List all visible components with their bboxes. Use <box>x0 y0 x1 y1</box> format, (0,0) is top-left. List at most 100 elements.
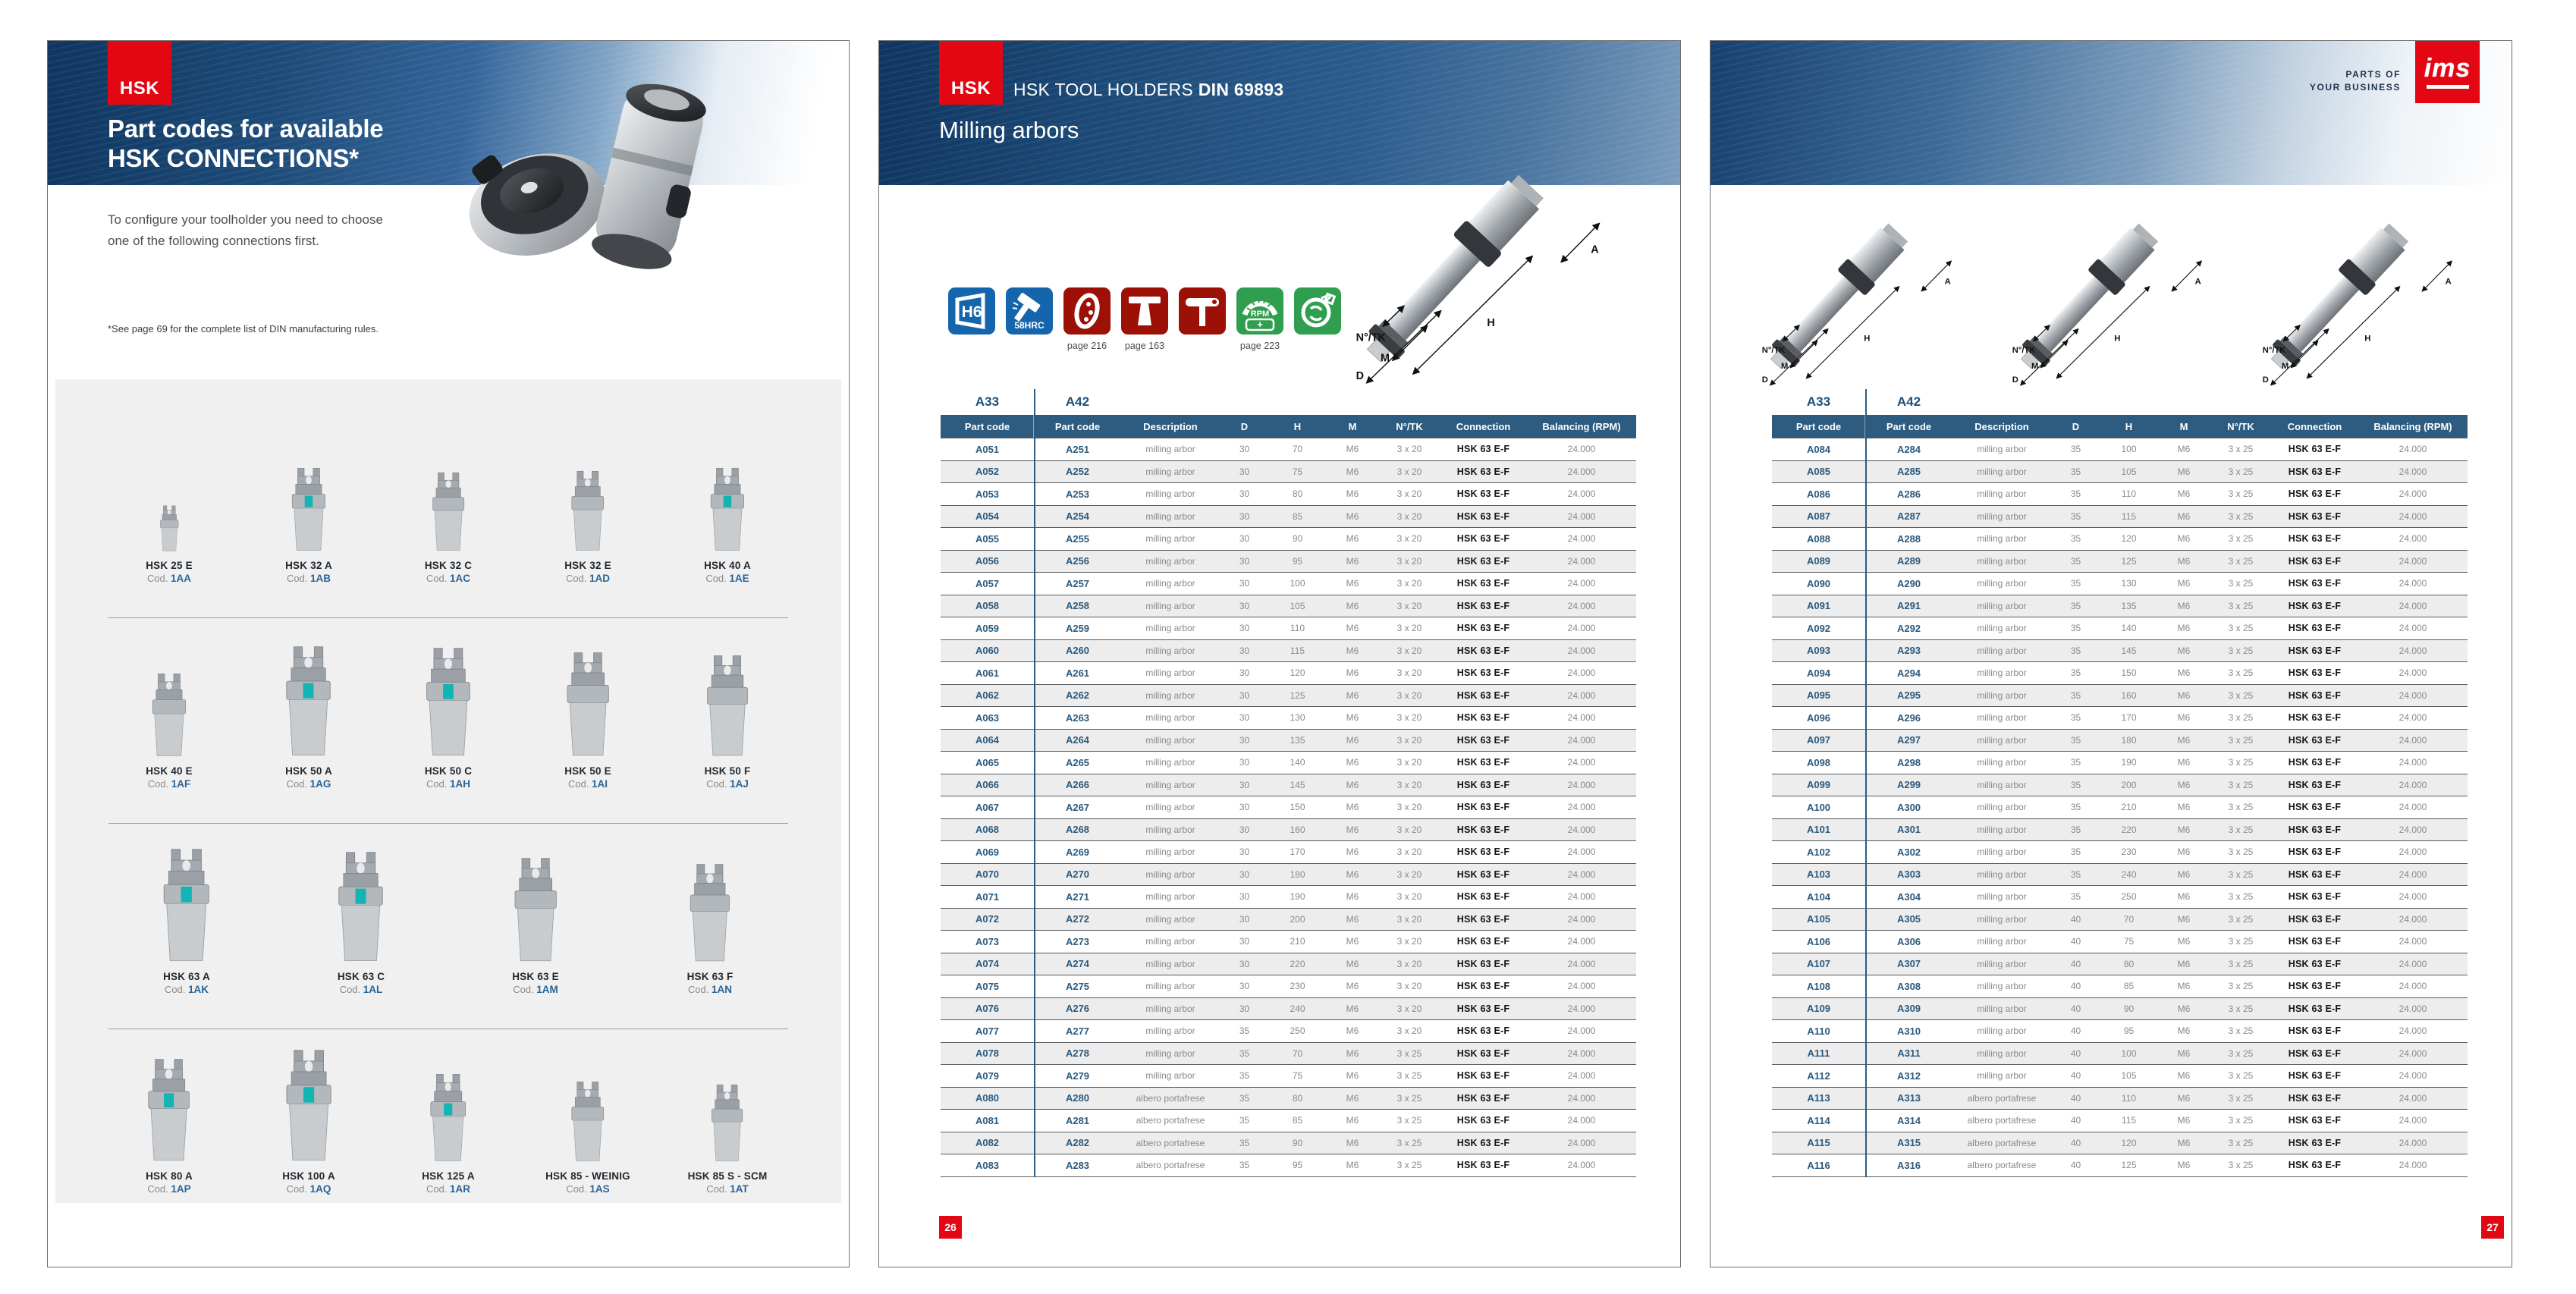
d-cell: 35 <box>2070 444 2081 455</box>
d-cell: 35 <box>2070 779 2081 790</box>
connection-cell: HSK 63 E-F <box>1456 578 1510 589</box>
page-connections: HSK Part codes for available HSK CONNECT… <box>47 40 850 1267</box>
description-cell: milling arbor <box>1145 936 1195 947</box>
dim-label-ntk: N°/TK <box>1762 346 1786 355</box>
table-row: A103 A303 milling arbor 35 240 M6 3 x 25… <box>1772 862 2468 885</box>
part-code-a33: A114 <box>1807 1114 1830 1126</box>
h6-tolerance-icon: H6 <box>948 287 995 334</box>
ntk-cell: 3 x 25 <box>2228 981 2254 992</box>
dim-label-d: D <box>2263 375 2269 385</box>
h-cell: 80 <box>2123 958 2135 969</box>
part-code-a42: A311 <box>1897 1047 1921 1060</box>
toolholder-silhouette <box>567 652 609 756</box>
toolholder-silhouette <box>286 646 331 755</box>
connection-item: HSK 50 C Cod. 1AH <box>391 647 505 823</box>
d-cell: 30 <box>1239 891 1250 903</box>
rpm-gauge-icon: RPM + <box>1236 287 1283 334</box>
h-cell: 220 <box>2121 824 2137 835</box>
table-header: Part code Part code Description D H M N°… <box>1772 415 2468 438</box>
part-code-a42: A272 <box>1065 913 1090 925</box>
h-cell: 250 <box>1290 1025 1305 1037</box>
h-cell: 180 <box>2121 734 2137 746</box>
ntk-cell: 3 x 25 <box>1396 1092 1422 1104</box>
connection-cell: HSK 63 E-F <box>1456 533 1510 545</box>
balancing-icon <box>1294 287 1341 334</box>
part-code-a42: A298 <box>1896 756 1921 768</box>
h-cell: 100 <box>2121 1047 2137 1059</box>
part-code-a33: A101 <box>1806 824 1831 836</box>
page-number: 27 <box>2481 1216 2504 1239</box>
part-code-a33: A074 <box>975 958 1000 970</box>
balancing-cell: 24.000 <box>2399 1160 2427 1171</box>
part-code-a33: A099 <box>1806 779 1831 791</box>
table-row: A057 A257 milling arbor 30 100 M6 3 x 20… <box>941 572 1636 595</box>
part-code-a42: A266 <box>1065 779 1090 791</box>
description-cell: albero portafrese <box>1136 1115 1205 1126</box>
balancing-cell: 24.000 <box>1567 712 1596 724</box>
connection-cell: HSK 63 E-F <box>2288 510 2342 522</box>
connection-cell: HSK 63 E-F <box>1456 1160 1510 1171</box>
description-cell: milling arbor <box>1145 600 1195 611</box>
description-cell: milling arbor <box>1145 779 1195 790</box>
description-cell: milling arbor <box>1145 578 1195 589</box>
h-cell: 95 <box>1292 555 1303 567</box>
h-cell: 90 <box>1292 1137 1303 1148</box>
connection-item: HSK 50 A Cod. 1AG <box>252 645 366 823</box>
m-cell: M6 <box>1346 1003 1359 1014</box>
feature-badges: H6 58HRC <box>947 287 1342 352</box>
intro-text: To configure your toolholder you need to… <box>108 209 383 252</box>
connections-row-3: HSK 63 A Cod. 1AK <box>55 824 841 1029</box>
part-code-a42: A260 <box>1065 645 1090 657</box>
description-cell: milling arbor <box>1145 533 1195 545</box>
m-cell: M6 <box>1346 689 1359 701</box>
ntk-cell: 3 x 25 <box>2228 757 2254 768</box>
table-row: A071 A271 milling arbor 30 190 M6 3 x 20… <box>941 885 1636 908</box>
ntk-cell: 3 x 25 <box>2228 466 2254 477</box>
d-cell: 40 <box>2070 981 2081 992</box>
d-cell: 35 <box>2070 846 2081 858</box>
connection-cell: HSK 63 E-F <box>1456 466 1510 477</box>
description-cell: milling arbor <box>1977 1025 2027 1037</box>
col-description: Description <box>1143 420 1198 432</box>
balancing-cell: 24.000 <box>2399 645 2427 656</box>
dim-label-ntk: N°/TK <box>2012 346 2036 355</box>
connection-cell: HSK 63 E-F <box>1456 600 1510 611</box>
balancing-cell: 24.000 <box>1567 466 1596 477</box>
part-code-a33: A073 <box>975 935 1000 947</box>
m-cell: M6 <box>2177 488 2191 500</box>
ntk-cell: 3 x 25 <box>2228 1137 2254 1148</box>
m-cell: M6 <box>2177 734 2191 746</box>
toolholder-silhouette <box>286 1050 331 1161</box>
part-code-a42: A268 <box>1065 824 1090 836</box>
h-cell: 240 <box>1290 1003 1305 1014</box>
balancing-cell: 24.000 <box>2399 936 2427 947</box>
h-cell: 95 <box>1292 1160 1303 1171</box>
tool-image-box <box>252 1049 366 1163</box>
m-cell: M6 <box>2177 1160 2191 1171</box>
header-title-standard: DIN 69893 <box>1198 80 1284 99</box>
m-cell: M6 <box>1346 936 1359 947</box>
balancing-cell: 24.000 <box>1567 824 1596 835</box>
connection-cell: HSK 63 E-F <box>1456 913 1510 925</box>
part-code-a33: A065 <box>975 756 1000 768</box>
d-cell: 35 <box>2070 802 2081 813</box>
connection-cell: HSK 63 E-F <box>2288 444 2342 455</box>
m-cell: M6 <box>2177 981 2191 992</box>
balancing-cell: 24.000 <box>1567 1047 1596 1059</box>
d-cell: 40 <box>2070 1025 2081 1037</box>
milling-arbor-diagram: A H N°/TK M D <box>2010 202 2223 391</box>
part-code-a33: A109 <box>1806 1003 1831 1015</box>
h-cell: 135 <box>1290 734 1305 746</box>
connection-code: Cod. 1AJ <box>706 778 749 790</box>
connection-code: Cod. 1AC <box>426 573 471 584</box>
balancing-cell: 24.000 <box>2399 1115 2427 1126</box>
connection-name: HSK 32 A <box>285 560 332 571</box>
part-code-a42: A263 <box>1065 711 1090 724</box>
series-a33: A33 <box>1806 394 1831 409</box>
tool-image-box <box>112 505 226 552</box>
h-cell: 240 <box>2121 868 2137 880</box>
description-cell: milling arbor <box>1145 444 1195 455</box>
balancing-cell: 24.000 <box>2399 600 2427 611</box>
part-code-a42: A258 <box>1065 600 1090 612</box>
m-cell: M6 <box>2177 1025 2191 1037</box>
